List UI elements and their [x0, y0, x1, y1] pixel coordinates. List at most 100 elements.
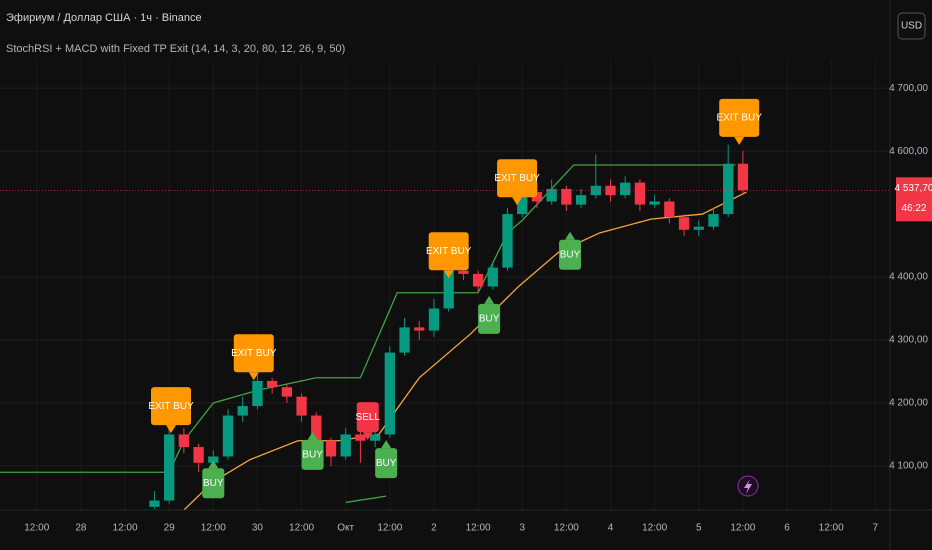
- x-tick-label: 12:00: [377, 523, 402, 534]
- x-tick-label: 12:00: [289, 523, 314, 534]
- candle-body: [311, 415, 322, 441]
- candle-body: [340, 434, 351, 457]
- currency-button[interactable]: [897, 12, 926, 40]
- signal-label: EXIT BUY: [231, 348, 277, 359]
- x-tick-label: 3: [519, 523, 525, 534]
- x-tick-label: 6: [784, 523, 790, 534]
- signal-label: EXIT BUY: [494, 173, 540, 184]
- candle-body: [649, 201, 660, 205]
- candle-body: [369, 434, 381, 441]
- candle-body: [222, 415, 234, 457]
- symbol-title: Эфириум / Доллар США · 1ч · Binance: [6, 12, 202, 24]
- x-tick-label: 2: [431, 523, 437, 534]
- candle-body: [664, 201, 675, 218]
- x-tick-label: 7: [873, 523, 879, 534]
- candle-body: [149, 500, 160, 507]
- candle-body: [590, 185, 601, 196]
- x-tick-label: 12:00: [730, 523, 755, 534]
- candle-body: [723, 163, 734, 215]
- currency-label[interactable]: USD: [901, 21, 922, 32]
- candle-body: [546, 188, 557, 202]
- y-tick-label: 4 700,00: [889, 83, 928, 94]
- signal-box: [202, 468, 225, 499]
- indicator-line: [345, 495, 387, 504]
- signal-box: [497, 159, 538, 198]
- candle-body: [678, 217, 690, 230]
- signal-pointer: [362, 432, 373, 441]
- signal-pointer: [248, 372, 259, 381]
- candle-body: [296, 396, 307, 416]
- signal-pointer: [565, 231, 576, 240]
- candle-body: [708, 214, 719, 227]
- signal-box: [151, 387, 192, 426]
- x-tick-label: 12:00: [24, 523, 49, 534]
- plot: EXIT BUY BUY EXIT BUY BUY SELL BUY EXIT BUY BUY…: [0, 98, 890, 511]
- candle-body: [693, 226, 704, 230]
- signal-pointer: [734, 136, 745, 145]
- signal-box: [301, 439, 324, 470]
- y-tick-label: 4 400,00: [889, 272, 928, 283]
- candle-body: [281, 387, 293, 397]
- signal-label: BUY: [560, 249, 581, 260]
- signal-pointer: [484, 295, 495, 304]
- candle-body: [575, 195, 587, 205]
- candle-body: [325, 440, 337, 457]
- signal-box: [719, 98, 760, 137]
- signal-label: BUY: [302, 450, 323, 461]
- signal-pointer: [307, 431, 318, 440]
- x-tick-label: 12:00: [642, 523, 667, 534]
- signal-pointer: [208, 460, 219, 469]
- signal-box: [233, 334, 274, 373]
- signal-label: EXIT BUY: [717, 112, 763, 123]
- signal-pointer: [166, 425, 177, 434]
- countdown-label: 46:22: [901, 203, 926, 214]
- signal-box: [559, 239, 582, 270]
- candle-body: [178, 434, 190, 448]
- indicator-line: [183, 191, 747, 511]
- candle-body: [384, 352, 395, 435]
- x-tick-label: 12:00: [201, 523, 226, 534]
- signal-box: [356, 402, 379, 433]
- signal-label: BUY: [376, 458, 397, 469]
- candle-body: [620, 182, 631, 196]
- x-tick-label: 12:00: [554, 523, 579, 534]
- signal-label: EXIT BUY: [426, 246, 472, 257]
- candle-body: [517, 192, 528, 215]
- y-tick-label: 4 100,00: [889, 461, 928, 472]
- last-price-badge: [896, 177, 932, 222]
- candle-body: [443, 270, 454, 309]
- y-tick-label: 4 200,00: [889, 398, 928, 409]
- x-tick-label: Окт: [337, 523, 354, 534]
- y-tick-label: 4 300,00: [889, 335, 928, 346]
- indicator-title: StochRSI + MACD with Fixed TP Exit (14, …: [6, 43, 345, 55]
- signal-box: [478, 303, 501, 334]
- candle-body: [458, 270, 469, 274]
- signal-label: EXIT BUY: [148, 401, 194, 412]
- candle-body: [605, 185, 616, 196]
- candle-body: [561, 188, 572, 205]
- candle-body: [428, 308, 440, 331]
- x-tick-label: 12:00: [113, 523, 138, 534]
- x-tick-label: 12:00: [466, 523, 491, 534]
- x-tick-label: 4: [608, 523, 614, 534]
- x-tick-label: 5: [696, 523, 702, 534]
- candle-body: [737, 163, 749, 191]
- signal-label: BUY: [203, 478, 224, 489]
- candle-body: [252, 380, 263, 407]
- candle-body: [355, 434, 366, 441]
- signal-pointer: [381, 440, 392, 449]
- x-tick-label: 12:00: [819, 523, 844, 534]
- candle-body: [487, 267, 498, 287]
- signal-label: BUY: [479, 314, 500, 325]
- last-price-label: 4 537,70: [895, 183, 932, 194]
- x-tick-label: 29: [164, 523, 176, 534]
- x-tick-label: 28: [75, 523, 87, 534]
- candle-body: [267, 380, 278, 388]
- lightning: [744, 479, 752, 494]
- signal-pointer: [512, 197, 523, 206]
- y-tick-label: 4 600,00: [889, 146, 928, 157]
- signal-box: [428, 232, 469, 271]
